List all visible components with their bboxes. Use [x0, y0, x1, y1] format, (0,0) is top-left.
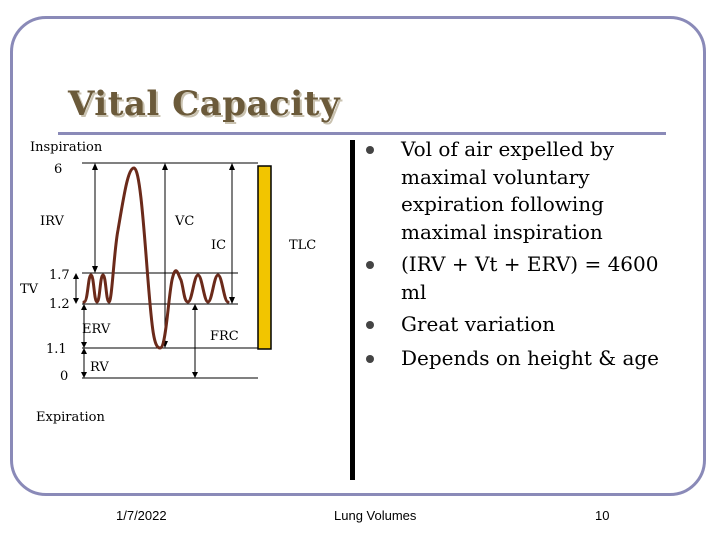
- bullet-list: Vol of air expelled by maximal voluntary…: [365, 136, 665, 377]
- tlc-label: TLC: [289, 238, 317, 253]
- frc-arrow-head-top: [192, 304, 198, 310]
- bullet-dot-icon: [366, 261, 374, 269]
- bullet-text: Depends on height & age: [401, 345, 660, 370]
- scale-label-1-1: 1.1: [46, 342, 67, 357]
- bullet-text: (IRV + Vt + ERV) = 4600 ml: [401, 252, 659, 304]
- irv-label: IRV: [40, 214, 64, 229]
- frc-label: FRC: [210, 329, 239, 344]
- erv-arrow-head-bottom: [81, 342, 87, 348]
- tv-arrow-head-bottom: [73, 298, 79, 304]
- scale-label-0: 0: [60, 369, 69, 384]
- tlc-bar: [257, 165, 272, 350]
- bullet-dot-icon: [366, 146, 374, 154]
- vc-arrow-head-top: [162, 163, 168, 170]
- footer-date: 1/7/2022: [116, 508, 167, 523]
- expiration-label: Expiration: [36, 410, 105, 425]
- scale-label-1-7: 1.7: [49, 268, 70, 283]
- tv-arrow-head-top: [73, 273, 79, 279]
- footer-title: Lung Volumes: [334, 508, 417, 523]
- content-divider: [350, 140, 355, 480]
- ic-arrow-head-bottom: [229, 297, 235, 304]
- frc-arrow-head-bottom: [192, 372, 198, 378]
- irv-arrow-head-bottom: [92, 266, 98, 273]
- slide-title: Vital Capacity: [68, 84, 341, 124]
- ic-label: IC: [211, 238, 227, 253]
- title-underline: [58, 132, 666, 135]
- scale-label-1-2: 1.2: [49, 297, 70, 312]
- bullet-dot-icon: [366, 321, 374, 329]
- rv-arrow-head-top: [81, 348, 87, 354]
- bullet-item: Depends on height & age: [365, 345, 665, 373]
- tv-label: TV: [20, 282, 39, 297]
- rv-arrow-head-bottom: [81, 372, 87, 378]
- erv-arrow-head-top: [81, 304, 87, 310]
- bullet-text: Great variation: [401, 312, 556, 336]
- vc-label: VC: [175, 214, 195, 229]
- scale-label-6: 6: [54, 162, 63, 177]
- bullet-dot-icon: [366, 354, 374, 363]
- irv-arrow-head-top: [92, 163, 98, 170]
- footer-page-number: 10: [595, 508, 610, 523]
- bullet-text: Vol of air expelled by maximal voluntary…: [401, 137, 615, 244]
- bullet-item: (IRV + Vt + ERV) = 4600 ml: [365, 251, 665, 306]
- bullet-item: Great variation: [365, 311, 665, 339]
- inspiration-label: Inspiration: [30, 140, 103, 155]
- rv-label: RV: [90, 360, 109, 375]
- slide-frame: [10, 16, 706, 496]
- erv-label: ERV: [82, 322, 111, 337]
- ic-arrow-head-top: [229, 163, 235, 170]
- bullet-item: Vol of air expelled by maximal voluntary…: [365, 136, 665, 246]
- breathing-curve: [82, 166, 230, 350]
